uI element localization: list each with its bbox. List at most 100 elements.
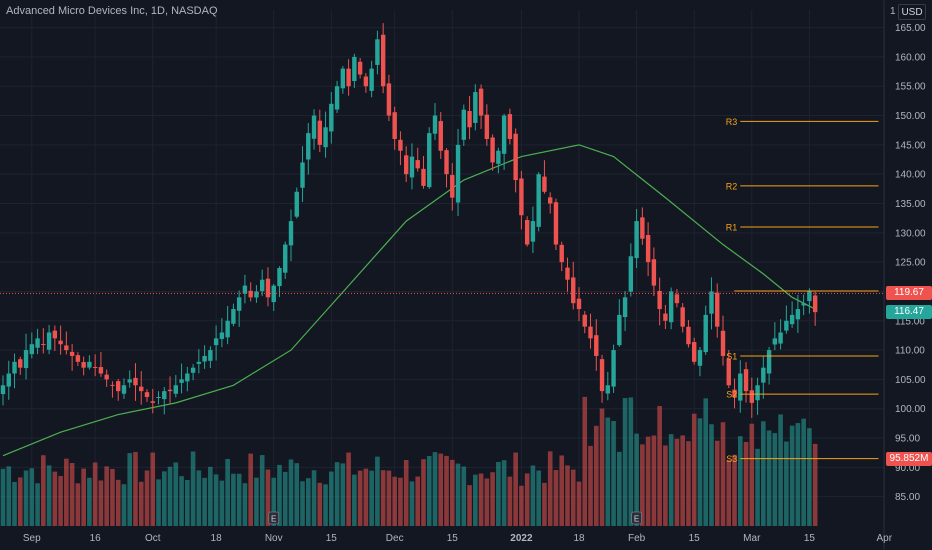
volume-bar <box>714 440 720 526</box>
candle-body <box>622 297 628 318</box>
volume-bar <box>317 482 323 526</box>
y-tick-label: 145.00 <box>895 140 926 151</box>
candle-body <box>23 350 29 369</box>
volume-bar <box>161 471 167 526</box>
volume-bar <box>133 452 138 526</box>
candle-body <box>772 338 778 345</box>
candle-body <box>179 379 184 383</box>
volume-bar <box>507 476 513 526</box>
candle-body <box>121 385 127 394</box>
candle-body <box>190 367 196 373</box>
volume-bar <box>110 468 115 526</box>
last-price-tag: 116.47 <box>886 305 932 320</box>
volume-bar <box>605 417 611 526</box>
volume-bar <box>357 470 363 526</box>
candle-body <box>29 344 34 355</box>
pivot-label: S1 <box>726 351 737 361</box>
candle-body <box>519 178 524 216</box>
y-tick-label: 100.00 <box>895 404 926 415</box>
previous-price-tag: 119.67 <box>886 286 932 301</box>
volume-bar <box>346 452 351 526</box>
y-tick-label: 150.00 <box>895 111 926 122</box>
candle-body <box>18 359 23 368</box>
currency-button[interactable]: USD <box>898 4 926 20</box>
volume-bar <box>403 459 409 526</box>
volume-bar <box>167 466 173 526</box>
candle-body <box>81 361 86 368</box>
moving-average-line <box>2 144 816 457</box>
volume-bar <box>29 468 35 526</box>
x-tick-label: 16 <box>90 533 102 544</box>
candle-body <box>513 133 518 181</box>
volume-bar <box>0 468 6 526</box>
volume-bar <box>680 435 685 526</box>
x-tick-label: Nov <box>265 533 283 544</box>
candle-body <box>386 83 392 116</box>
candle-body <box>294 191 299 217</box>
candle-body <box>52 330 58 339</box>
pivot-label: S3 <box>726 454 737 464</box>
y-tick-label: 130.00 <box>895 228 926 239</box>
candle-body <box>761 367 766 383</box>
candle-body <box>674 294 680 304</box>
candle-body <box>438 121 443 151</box>
candle-body <box>133 377 138 386</box>
y-tick-label: 110.00 <box>895 346 925 357</box>
volume-bar <box>651 435 657 526</box>
volume-bar <box>645 436 651 526</box>
volume-bar <box>421 459 426 526</box>
volume-bar <box>115 479 121 526</box>
volume-bar <box>265 469 271 526</box>
x-tick-label: Sep <box>23 533 41 544</box>
volume-bar <box>611 421 616 526</box>
volume-bar <box>761 421 766 526</box>
candle-body <box>196 361 202 364</box>
candle-body <box>231 309 236 324</box>
candle-body <box>323 127 328 148</box>
candle-body <box>478 88 484 116</box>
volume-bar <box>41 455 46 526</box>
candle-body <box>242 285 248 294</box>
x-tick-label: Oct <box>145 533 161 544</box>
candle-body <box>594 335 599 356</box>
candle-body <box>634 221 639 259</box>
candle-body <box>726 358 731 386</box>
volume-bar <box>484 478 490 526</box>
volume-bar <box>576 481 582 526</box>
candle-body <box>219 332 225 339</box>
y-tick-label: 125.00 <box>895 258 926 269</box>
candle-body <box>139 386 144 392</box>
volume-bar <box>622 398 628 526</box>
volume-bar <box>369 470 374 526</box>
volume-bar <box>202 477 207 526</box>
volume-bar <box>530 465 536 526</box>
volume-bar <box>732 454 737 526</box>
volume-bar <box>52 471 58 526</box>
volume-bar <box>340 463 346 526</box>
y-tick-label: 160.00 <box>895 52 926 63</box>
candle-body <box>409 156 415 178</box>
volume-bar <box>98 480 104 526</box>
candle-body <box>467 111 472 128</box>
pivot-label: R1 <box>726 222 738 232</box>
volume-bar <box>375 456 380 526</box>
volume-bar <box>311 470 317 526</box>
candle-body <box>507 114 513 139</box>
volume-bar <box>219 480 225 526</box>
candle-body <box>334 86 340 110</box>
volume-bar <box>242 483 248 526</box>
candle-body <box>363 76 369 87</box>
candle-body <box>812 295 818 313</box>
volume-bar <box>150 452 156 526</box>
volume-bar <box>75 483 81 526</box>
volume-bar <box>709 424 714 526</box>
candle-body <box>628 256 634 292</box>
candle-body <box>340 68 346 89</box>
volume-bar <box>784 441 789 526</box>
volume-bar <box>277 464 282 526</box>
volume-bar <box>467 485 472 526</box>
volume-bar <box>121 484 127 526</box>
